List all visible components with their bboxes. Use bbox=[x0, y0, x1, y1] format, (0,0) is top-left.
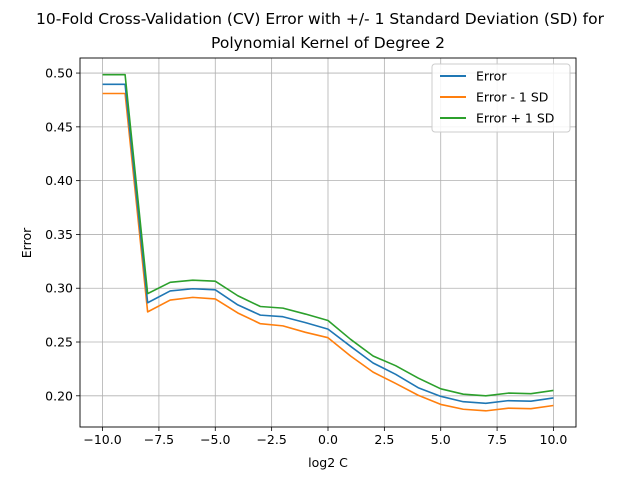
legend-box bbox=[431, 63, 571, 133]
chart-title: 10-Fold Cross-Validation (CV) Error with… bbox=[36, 10, 605, 28]
legend: Error Error - 1 SD Error + 1 SD bbox=[431, 63, 571, 133]
y-tick-label: 0.50 bbox=[45, 66, 73, 81]
y-axis-ticks: 0.20 0.25 0.30 0.35 0.40 0.45 0.50 bbox=[45, 66, 80, 403]
x-tick-label: 10.0 bbox=[540, 432, 568, 447]
series-lines bbox=[102, 73, 554, 412]
series-line-error-plus-sd bbox=[102, 73, 554, 397]
x-tick-label: 2.5 bbox=[374, 432, 394, 447]
x-tick-label: 0.0 bbox=[318, 432, 338, 447]
chart-subtitle: Polynomial Kernel of Degree 2 bbox=[211, 34, 445, 52]
legend-label-error: Error bbox=[476, 69, 507, 84]
legend-label-error-minus-sd: Error - 1 SD bbox=[476, 90, 548, 105]
x-tick-label: −10.0 bbox=[83, 432, 121, 447]
y-tick-label: 0.45 bbox=[45, 119, 73, 134]
x-tick-label: 5.0 bbox=[431, 432, 451, 447]
x-tick-label: −5.0 bbox=[200, 432, 230, 447]
x-tick-label: −2.5 bbox=[256, 432, 286, 447]
y-axis-label: Error bbox=[19, 227, 34, 258]
y-tick-label: 0.30 bbox=[45, 281, 73, 296]
x-tick-label: 7.5 bbox=[487, 432, 507, 447]
x-axis-label: log2 C bbox=[308, 455, 348, 470]
series-line-error-minus-sd bbox=[102, 92, 554, 412]
y-tick-label: 0.20 bbox=[45, 388, 73, 403]
y-tick-label: 0.25 bbox=[45, 335, 73, 350]
series-line-error bbox=[102, 83, 554, 405]
y-tick-label: 0.35 bbox=[45, 227, 73, 242]
x-axis-ticks: −10.0 −7.5 −5.0 −2.5 0.0 2.5 5.0 7.5 10.0 bbox=[83, 427, 567, 447]
x-tick-label: −7.5 bbox=[144, 432, 174, 447]
legend-label-error-plus-sd: Error + 1 SD bbox=[476, 111, 554, 126]
y-tick-label: 0.40 bbox=[45, 173, 73, 188]
